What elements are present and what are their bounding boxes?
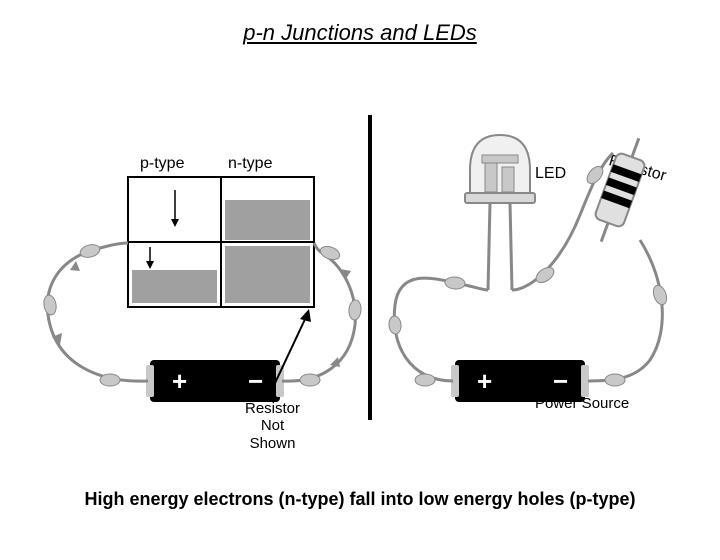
svg-text:+: + (477, 366, 492, 396)
caption-text: High energy electrons (n-type) fall into… (0, 489, 720, 510)
svg-text:−: − (553, 366, 568, 396)
page-title: p-n Junctions and LEDs (0, 20, 720, 46)
left-circuit-diagram: + − (0, 115, 370, 435)
right-circuit-diagram: + − (370, 115, 720, 435)
svg-text:+: + (172, 366, 187, 396)
svg-text:−: − (248, 366, 263, 396)
